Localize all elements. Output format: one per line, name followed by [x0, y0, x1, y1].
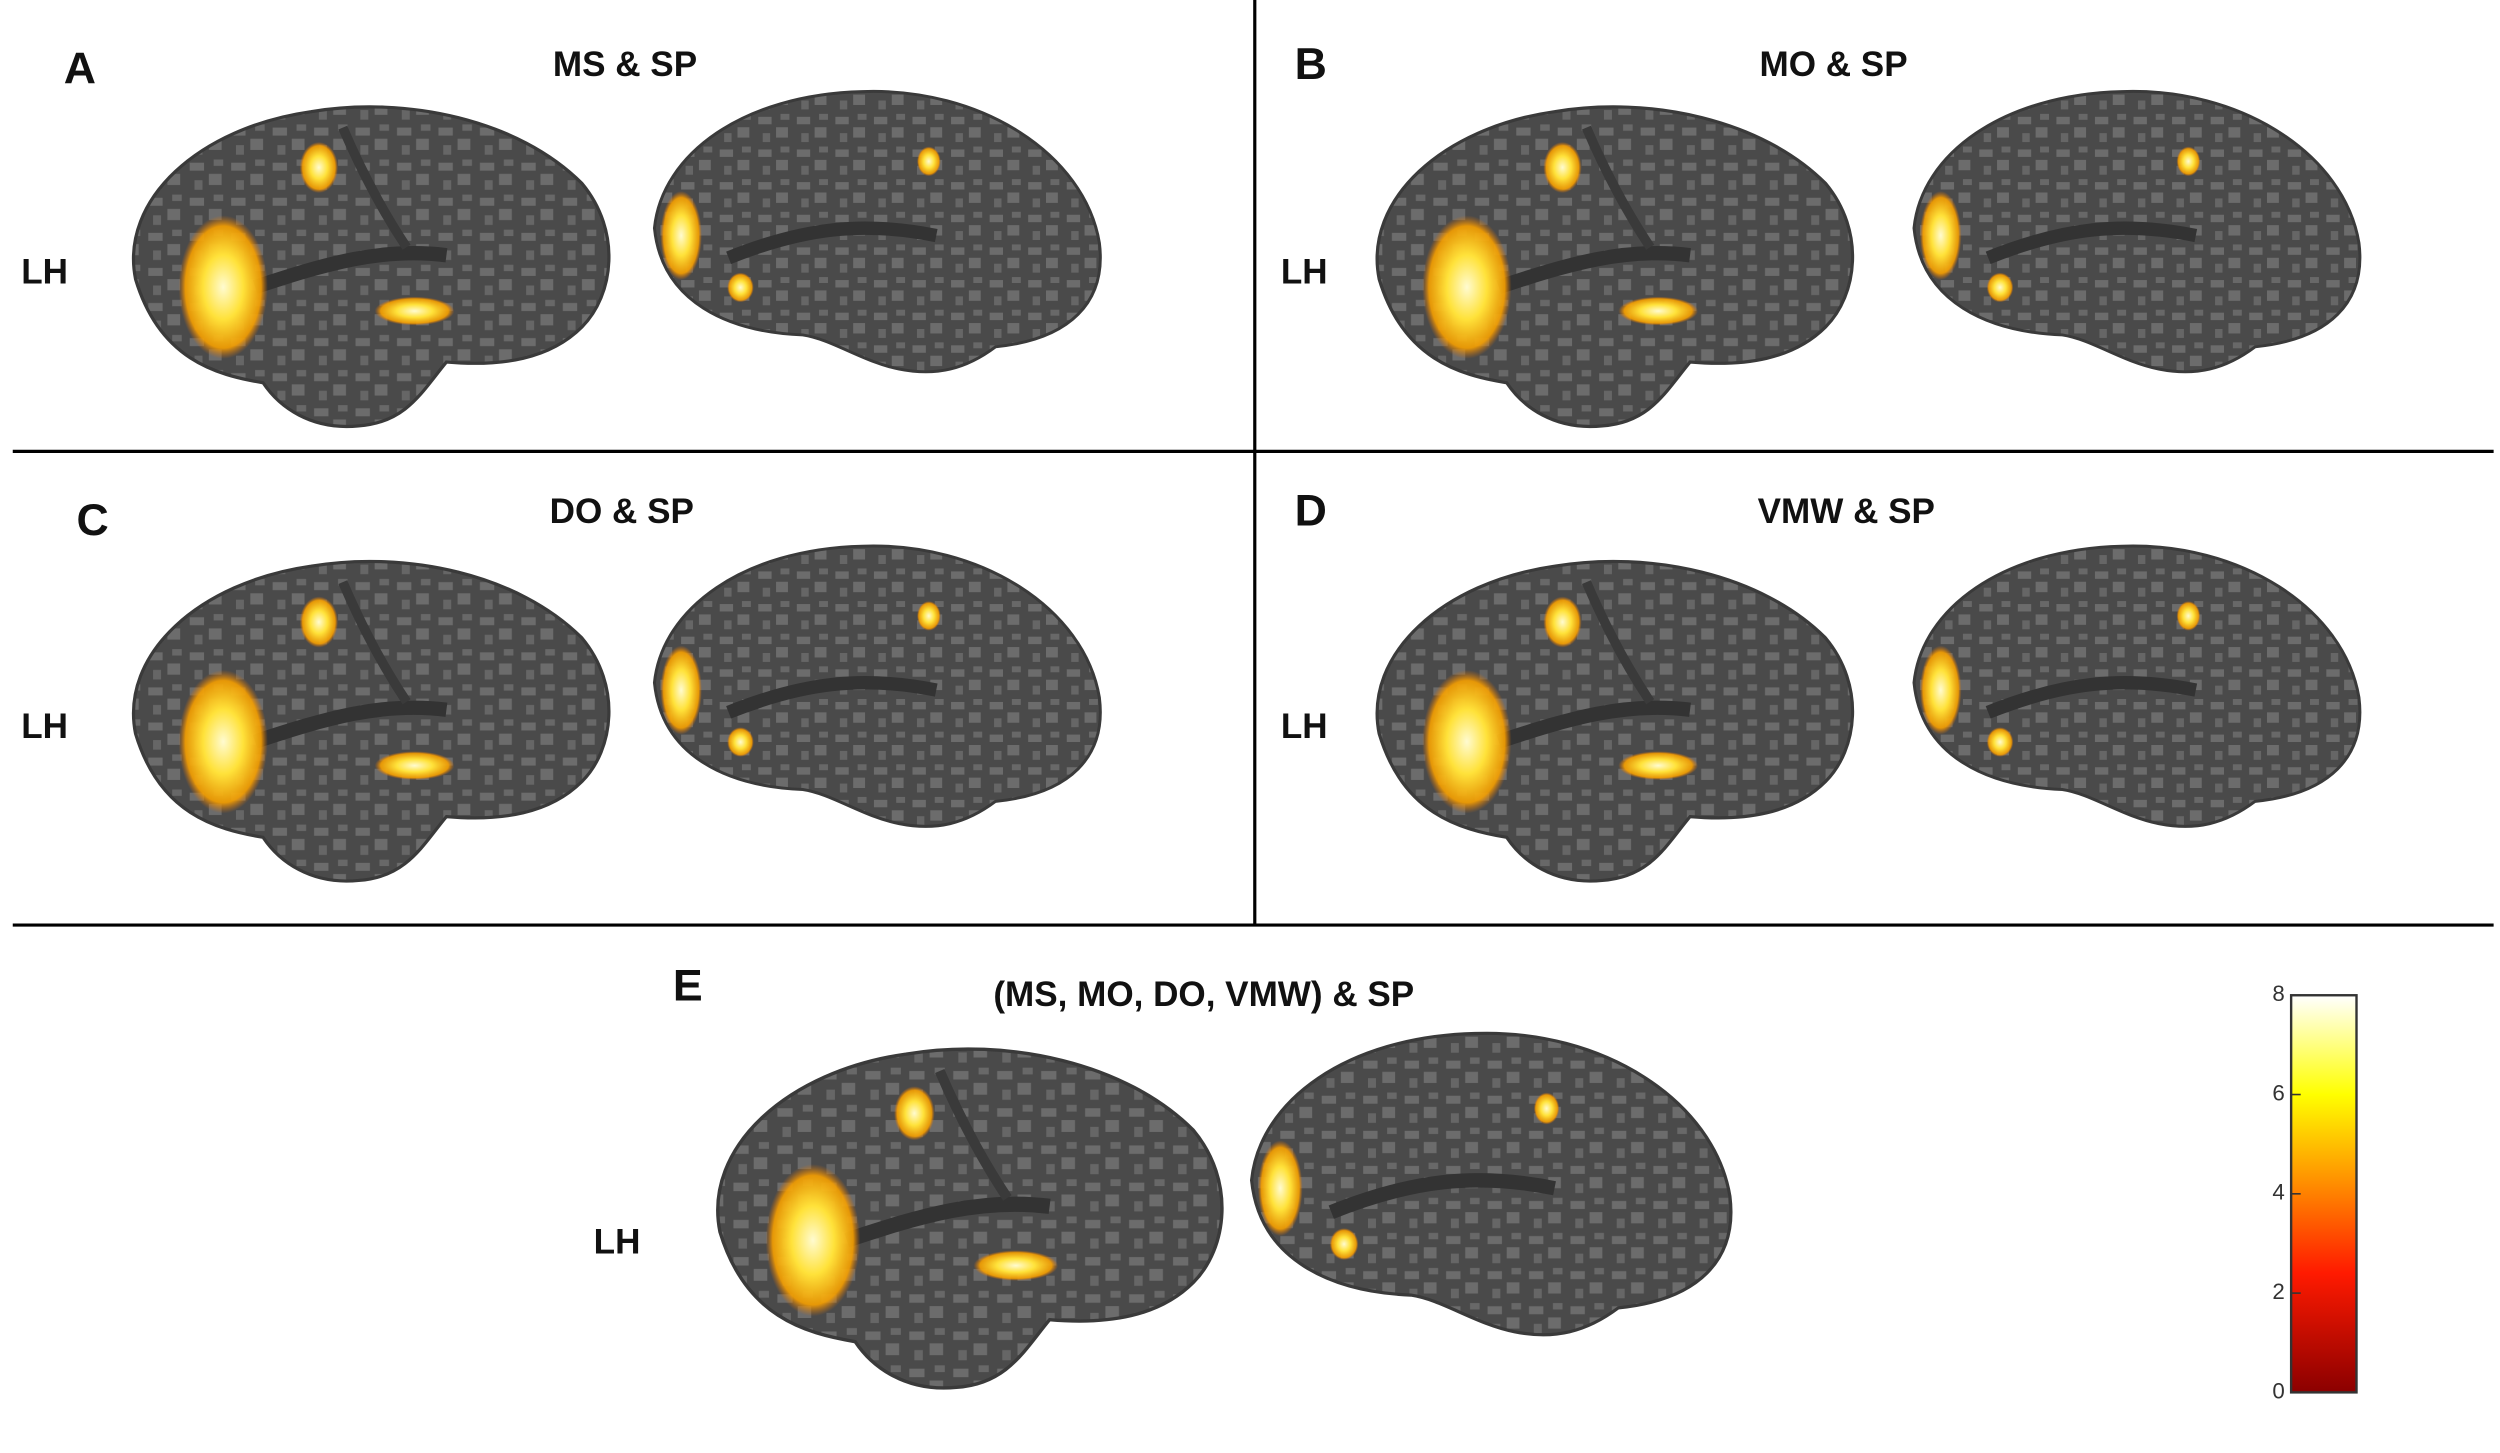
hemisphere-label: LH: [594, 1222, 641, 1261]
brain-lateral: [133, 561, 608, 881]
panel-letter: A: [64, 45, 96, 94]
panel-letter: E: [673, 962, 703, 1011]
brain-medial: [1914, 91, 2360, 371]
hemisphere-label: LH: [1281, 707, 1328, 746]
panel-title: MS & SP: [553, 45, 697, 84]
brain-medial: [1914, 546, 2360, 826]
panel-title: VMW & SP: [1758, 492, 1935, 531]
hemisphere-label: LH: [1281, 253, 1328, 292]
colorbar-tick-label: 6: [2272, 1080, 2284, 1105]
panel-title: DO & SP: [550, 492, 694, 531]
brain-lateral: [133, 107, 608, 427]
colorbar-tick-label: 2: [2272, 1279, 2284, 1304]
panel-letter: C: [77, 496, 109, 545]
brain-medial: [654, 546, 1100, 826]
hemisphere-label: LH: [21, 707, 68, 746]
hemisphere-label: LH: [21, 253, 68, 292]
colorbar-tick-label: 4: [2272, 1180, 2284, 1205]
brain-lateral: [1377, 561, 1852, 881]
panel-title: MO & SP: [1759, 45, 1907, 84]
colorbar-tick-label: 0: [2272, 1378, 2284, 1403]
brain-medial: [1252, 1033, 1731, 1334]
brain-lateral: [718, 1049, 1222, 1388]
brain-medial: [654, 91, 1100, 371]
colorbar-tick-label: 8: [2272, 981, 2284, 1006]
panel-letter: D: [1295, 486, 1327, 535]
colorbar: [2289, 994, 2358, 1394]
panel-letter: B: [1295, 40, 1327, 89]
brain-lateral: [1377, 107, 1852, 427]
panel-title: (MS, MO, DO, VMW) & SP: [993, 975, 1414, 1014]
